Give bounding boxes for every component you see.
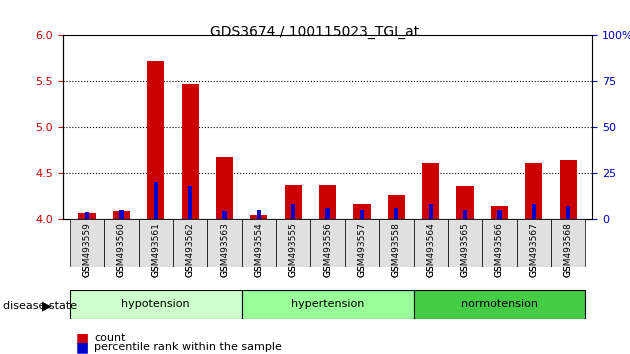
Text: hypertension: hypertension <box>291 299 364 309</box>
Bar <box>532 204 536 219</box>
FancyBboxPatch shape <box>70 219 104 267</box>
Bar <box>559 160 576 219</box>
Text: GSM493567: GSM493567 <box>529 222 538 277</box>
Text: GSM493554: GSM493554 <box>255 222 263 276</box>
Bar <box>113 211 130 219</box>
FancyBboxPatch shape <box>345 219 379 267</box>
Bar <box>326 209 329 219</box>
Bar <box>360 210 364 219</box>
Text: GSM493563: GSM493563 <box>220 222 229 277</box>
Text: GSM493568: GSM493568 <box>564 222 573 277</box>
Text: GSM493556: GSM493556 <box>323 222 332 277</box>
Bar <box>79 213 96 219</box>
Text: GSM493558: GSM493558 <box>392 222 401 277</box>
FancyBboxPatch shape <box>311 219 345 267</box>
Bar <box>497 210 501 219</box>
Bar <box>285 185 302 219</box>
Bar <box>566 206 570 219</box>
Text: GSM493562: GSM493562 <box>186 222 195 276</box>
Text: disease state: disease state <box>3 301 77 311</box>
Text: GSM493566: GSM493566 <box>495 222 504 277</box>
Text: ■: ■ <box>76 331 89 345</box>
Text: GSM493560: GSM493560 <box>117 222 126 277</box>
Bar <box>216 157 233 219</box>
FancyBboxPatch shape <box>482 219 517 267</box>
Bar <box>422 163 439 219</box>
Text: GSM493565: GSM493565 <box>461 222 469 277</box>
FancyBboxPatch shape <box>413 219 448 267</box>
Bar <box>181 84 198 219</box>
FancyBboxPatch shape <box>139 219 173 267</box>
Text: ■: ■ <box>76 340 89 354</box>
Text: normotension: normotension <box>461 299 538 309</box>
Text: ▶: ▶ <box>42 300 52 313</box>
Text: GSM493558: GSM493558 <box>392 222 401 277</box>
Bar <box>154 182 158 219</box>
Bar <box>428 204 433 219</box>
Text: GSM493557: GSM493557 <box>357 222 367 277</box>
Bar <box>387 195 405 219</box>
Bar <box>85 212 89 219</box>
Text: GSM493561: GSM493561 <box>151 222 160 277</box>
FancyBboxPatch shape <box>551 219 585 267</box>
FancyBboxPatch shape <box>413 290 585 319</box>
Bar <box>353 204 370 219</box>
FancyBboxPatch shape <box>517 219 551 267</box>
Text: GSM493555: GSM493555 <box>289 222 298 277</box>
Text: GSM493560: GSM493560 <box>117 222 126 277</box>
Text: GSM493568: GSM493568 <box>564 222 573 277</box>
Bar <box>256 210 261 219</box>
Text: GSM493557: GSM493557 <box>357 222 367 277</box>
Bar <box>394 209 398 219</box>
Bar <box>457 186 474 219</box>
FancyBboxPatch shape <box>70 290 242 319</box>
Text: GSM493561: GSM493561 <box>151 222 160 277</box>
Text: count: count <box>94 333 126 343</box>
FancyBboxPatch shape <box>242 219 276 267</box>
Text: GSM493566: GSM493566 <box>495 222 504 277</box>
Text: GSM493554: GSM493554 <box>255 222 263 276</box>
FancyBboxPatch shape <box>242 290 413 319</box>
Bar <box>463 210 467 219</box>
FancyBboxPatch shape <box>448 219 482 267</box>
FancyBboxPatch shape <box>207 219 242 267</box>
FancyBboxPatch shape <box>379 219 413 267</box>
Text: GSM493564: GSM493564 <box>426 222 435 276</box>
FancyBboxPatch shape <box>104 219 139 267</box>
Text: percentile rank within the sample: percentile rank within the sample <box>94 342 282 352</box>
Text: GSM493555: GSM493555 <box>289 222 298 277</box>
Text: GSM493559: GSM493559 <box>83 222 91 277</box>
Bar <box>147 61 164 219</box>
Text: hypotension: hypotension <box>122 299 190 309</box>
Text: GSM493556: GSM493556 <box>323 222 332 277</box>
Bar <box>525 163 542 219</box>
Bar <box>319 185 336 219</box>
Bar <box>291 204 295 219</box>
Text: GSM493562: GSM493562 <box>186 222 195 276</box>
Text: GSM493565: GSM493565 <box>461 222 469 277</box>
Text: GSM493559: GSM493559 <box>83 222 91 277</box>
Bar <box>222 211 227 219</box>
Bar <box>250 215 268 219</box>
Text: GDS3674 / 100115023_TGI_at: GDS3674 / 100115023_TGI_at <box>210 25 420 39</box>
Bar <box>188 186 192 219</box>
Bar <box>119 210 123 219</box>
FancyBboxPatch shape <box>276 219 311 267</box>
Text: GSM493564: GSM493564 <box>426 222 435 276</box>
Bar <box>491 206 508 219</box>
Text: GSM493563: GSM493563 <box>220 222 229 277</box>
FancyBboxPatch shape <box>173 219 207 267</box>
Text: GSM493567: GSM493567 <box>529 222 538 277</box>
